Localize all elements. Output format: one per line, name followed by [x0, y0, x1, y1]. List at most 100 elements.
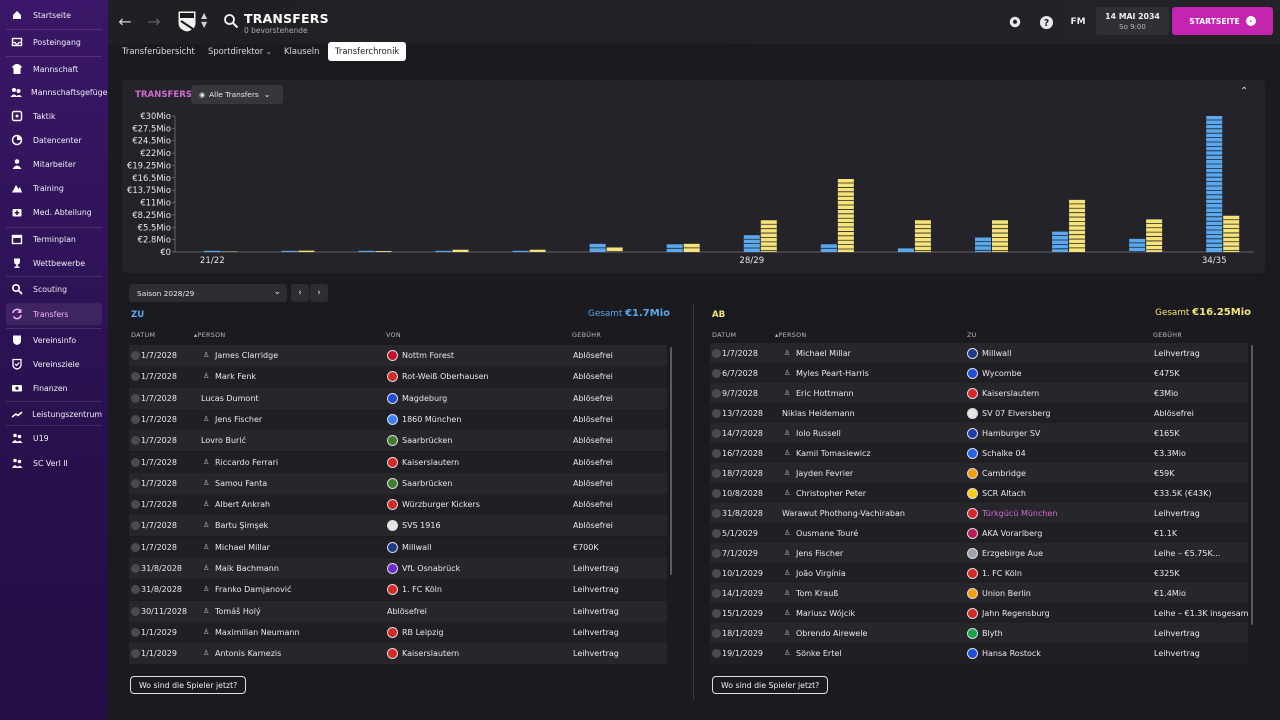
- row-club[interactable]: Union Berlin: [982, 589, 1031, 598]
- row-player-name[interactable]: Samou Fanta: [215, 478, 268, 488]
- row-player-name[interactable]: Obrendo Airewele: [796, 629, 868, 638]
- row-player-name[interactable]: Bartu Şimşek: [215, 521, 269, 531]
- table-row[interactable]: 1/7/2028 ♙ Mark Fenk Rot-Weiß Oberhausen Abl…: [129, 366, 667, 388]
- table-row[interactable]: 1/7/2028 Lovro Burić Saarbrücken Ablösefrei: [129, 430, 667, 452]
- row-club[interactable]: Hansa Rostock: [982, 649, 1041, 658]
- row-club[interactable]: SV 07 Elversberg: [982, 409, 1051, 418]
- where-are-they-now-button-outgoing[interactable]: Wo sind die Spieler jetzt?: [712, 676, 829, 694]
- row-player-name[interactable]: Antonis Karnezis: [215, 649, 282, 659]
- row-player-name[interactable]: João Virgínia: [796, 569, 846, 578]
- row-club[interactable]: Wycombe: [982, 369, 1022, 378]
- forward-arrow-icon[interactable]: →: [147, 12, 161, 31]
- table-row[interactable]: 31/8/2028 ♙ Franko Damjanović 1. FC Köln Lei…: [129, 579, 667, 601]
- table-row[interactable]: 31/8/2028 Warawut Phothong-Vachiraban Türk…: [710, 503, 1248, 524]
- club-badge-icon[interactable]: [176, 9, 198, 33]
- table-row[interactable]: 1/7/2028 ♙ James Clarridge Nottm Forest Ablö…: [129, 345, 667, 366]
- table-row[interactable]: 19/1/2029 ♙ Sönke Ertel Hansa Rostock Leihve…: [710, 643, 1248, 664]
- table-row[interactable]: 1/7/2028 ♙ Michael Millar Millwall €700K: [129, 536, 667, 558]
- row-club[interactable]: Hamburger SV: [982, 429, 1041, 438]
- sidebar-item-terminplan[interactable]: Terminplan: [6, 228, 102, 250]
- row-player-name[interactable]: Jens Fischer: [796, 549, 844, 558]
- back-arrow-icon[interactable]: ←: [118, 12, 132, 31]
- table-row[interactable]: 10/8/2028 ♙ Christopher Peter SCR Altach €33…: [710, 483, 1248, 504]
- row-club[interactable]: Schalke 04: [982, 449, 1026, 458]
- row-player-name[interactable]: Maik Bachmann: [215, 564, 279, 573]
- tab-transferuebersicht[interactable]: Transferübersicht: [122, 46, 195, 56]
- table-row[interactable]: 1/7/2028 ♙ Albert Ankrah Würzburger Kickers…: [129, 494, 667, 516]
- row-club[interactable]: Millwall: [982, 349, 1012, 358]
- table-row[interactable]: 18/1/2029 ♙ Obrendo Airewele Blyth Leihvertr…: [710, 623, 1248, 644]
- table-row[interactable]: 31/8/2028 ♙ Maik Bachmann VfL Osnabrück Leih…: [129, 558, 667, 579]
- row-player-name[interactable]: Ousmane Touré: [796, 529, 859, 538]
- sidebar-item-posteingang[interactable]: Posteingang: [6, 31, 102, 53]
- row-player-name[interactable]: Eric Hottmann: [796, 389, 854, 398]
- incoming-scrollbar[interactable]: [670, 347, 672, 575]
- game-date[interactable]: 14 MAI 2034 So 9:00: [1096, 7, 1169, 35]
- row-player-name[interactable]: Lucas Dumont: [201, 393, 259, 403]
- row-player-name[interactable]: Albert Ankrah: [215, 500, 271, 510]
- row-player-name[interactable]: Michael Millar: [215, 542, 270, 552]
- outgoing-scrollbar[interactable]: [1251, 345, 1253, 625]
- season-select[interactable]: Saison 2028/29 ⌄: [129, 284, 287, 302]
- row-club[interactable]: RB Leipzig: [402, 627, 444, 637]
- table-row[interactable]: 9/7/2028 ♙ Eric Hottmann Kaiserslautern €3Mi…: [710, 383, 1248, 404]
- row-player-name[interactable]: Warawut Phothong-Vachiraban: [782, 509, 905, 518]
- fm-menu-button[interactable]: FM: [1070, 17, 1086, 27]
- row-player-name[interactable]: Myles Peart-Harris: [796, 369, 869, 378]
- row-club[interactable]: 1860 München: [402, 414, 462, 424]
- sidebar-item-scouting[interactable]: Scouting: [6, 278, 102, 300]
- row-player-name[interactable]: Kamil Tomasiewicz: [796, 449, 871, 458]
- club-switch-icon[interactable]: ▲ ▼: [201, 11, 208, 29]
- row-club[interactable]: 1. FC Köln: [402, 585, 442, 595]
- table-row[interactable]: 1/7/2028 ♙ Michael Millar Millwall Leihvertr…: [710, 343, 1248, 364]
- sidebar-item-vereinsziele[interactable]: Vereinsziele: [6, 353, 102, 375]
- sidebar-item-finanzen[interactable]: Finanzen: [6, 377, 102, 399]
- sidebar-item-u19[interactable]: U19: [6, 427, 102, 449]
- sidebar-item-leistungszentrum[interactable]: Leistungszentrum: [6, 403, 102, 425]
- table-row[interactable]: 1/1/2029 ♙ Maximilian Neumann RB Leipzig Lei…: [129, 621, 667, 643]
- row-player-name[interactable]: Lovro Burić: [201, 436, 246, 446]
- table-row[interactable]: 18/7/2028 ♙ Jayden Fevrier Cambridge €59K: [710, 463, 1248, 484]
- row-club[interactable]: Saarbrücken: [402, 436, 453, 446]
- where-are-they-now-button-incoming[interactable]: Wo sind die Spieler jetzt?: [130, 676, 247, 694]
- sidebar-item-startseite[interactable]: Startseite: [6, 4, 102, 26]
- col-date-out[interactable]: DATUM: [712, 331, 737, 339]
- col-person-out[interactable]: ▴PERSON: [775, 331, 807, 339]
- help-icon[interactable]: ?: [1037, 13, 1055, 31]
- row-club[interactable]: Rot-Weiß Oberhausen: [402, 372, 489, 382]
- row-club[interactable]: Blyth: [982, 629, 1003, 638]
- row-club[interactable]: Würzburger Kickers: [402, 500, 480, 510]
- row-club[interactable]: Cambridge: [982, 469, 1026, 478]
- sidebar-item-vereinsinfo[interactable]: Vereinsinfo: [6, 329, 102, 351]
- table-row[interactable]: 1/7/2028 ♙ Riccardo Ferrari Kaiserslautern A…: [129, 451, 667, 473]
- row-club[interactable]: Millwall: [402, 542, 432, 552]
- table-row[interactable]: 13/7/2028 Niklas Heidemann SV 07 Elversber…: [710, 403, 1248, 424]
- tab-transferchronik[interactable]: Transferchronik: [328, 42, 407, 61]
- row-player-name[interactable]: Michael Millar: [796, 349, 851, 358]
- football-icon[interactable]: [1006, 13, 1024, 31]
- table-row[interactable]: 1/7/2028 Lucas Dumont Magdeburg Ablösefrei: [129, 387, 667, 409]
- collapse-chevron-icon[interactable]: ⌃: [1240, 86, 1249, 97]
- row-player-name[interactable]: Sönke Ertel: [796, 649, 842, 658]
- row-club[interactable]: Jahn Regensburg: [982, 609, 1050, 618]
- table-row[interactable]: 1/7/2028 ♙ Jens Fischer 1860 München Ablösef…: [129, 408, 667, 430]
- sidebar-item-wettbewerbe[interactable]: Wettbewerbe: [6, 252, 102, 274]
- tab-sportdirektor[interactable]: Sportdirektor ⌄: [208, 42, 272, 61]
- row-player-name[interactable]: Iolo Russell: [796, 429, 841, 438]
- row-player-name[interactable]: Niklas Heidemann: [782, 409, 855, 418]
- row-player-name[interactable]: Jayden Fevrier: [796, 469, 854, 478]
- col-person[interactable]: ▴PERSON: [194, 331, 226, 339]
- next-season-button[interactable]: ›: [310, 284, 328, 302]
- sidebar-item-taktik[interactable]: Taktik: [6, 105, 102, 127]
- prev-season-button[interactable]: ‹: [291, 284, 309, 302]
- row-club[interactable]: Türkgücü München: [982, 509, 1058, 518]
- row-club[interactable]: Kaiserslautern: [982, 389, 1040, 398]
- table-row[interactable]: 7/1/2029 ♙ Jens Fischer Erzgebirge Aue Leihe…: [710, 543, 1248, 564]
- row-club[interactable]: Saarbrücken: [402, 478, 453, 488]
- row-player-name[interactable]: Maximilian Neumann: [215, 627, 300, 637]
- table-row[interactable]: 14/7/2028 ♙ Iolo Russell Hamburger SV €165K: [710, 423, 1248, 444]
- col-fee-out[interactable]: GEBÜHR: [1153, 331, 1183, 339]
- sidebar-item-sc-verl-ii[interactable]: SC Verl II: [6, 452, 102, 474]
- row-player-name[interactable]: Riccardo Ferrari: [215, 457, 279, 467]
- table-row[interactable]: 1/7/2028 ♙ Bartu Şimşek SVS 1916 Ablösefrei: [129, 515, 667, 537]
